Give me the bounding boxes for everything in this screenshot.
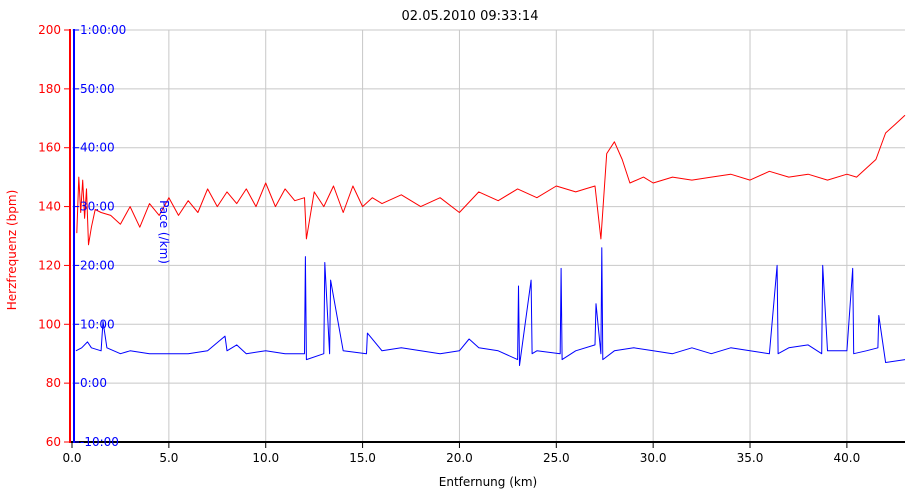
x-tick-label: 15.0 bbox=[349, 451, 376, 465]
left-tick-label: 140 bbox=[38, 200, 61, 214]
right-axis-label: Pace (/km) bbox=[157, 200, 171, 264]
x-axis-label: Entfernung (km) bbox=[439, 475, 537, 489]
right-tick-label: 1:00:00 bbox=[80, 23, 126, 37]
x-tick-label: 25.0 bbox=[543, 451, 570, 465]
x-tick-label: 30.0 bbox=[640, 451, 667, 465]
left-tick-labels: 60 80 100 120 140 160 180 200 bbox=[38, 23, 70, 449]
left-tick-label: 160 bbox=[38, 141, 61, 155]
right-tick-labels: -10:00 0:00 10:00 20:00 30:00 40:00 50:00 1:00:… bbox=[74, 23, 126, 449]
x-tick-labels: 0.0 5.0 10.0 15.0 20.0 25.0 30.0 35.0 40.0 bbox=[62, 442, 860, 465]
right-tick-label: 50:00 bbox=[80, 82, 115, 96]
x-tick-label: 35.0 bbox=[737, 451, 764, 465]
right-tick-label: -10:00 bbox=[80, 435, 119, 449]
chart-title: 02.05.2010 09:33:14 bbox=[402, 9, 539, 24]
left-tick-label: 180 bbox=[38, 82, 61, 96]
series-line bbox=[75, 247, 906, 366]
left-tick-label: 200 bbox=[38, 23, 61, 37]
left-tick-label: 80 bbox=[46, 376, 61, 390]
right-tick-label: 0:00 bbox=[80, 376, 107, 390]
left-tick-label: 100 bbox=[38, 317, 61, 331]
x-tick-label: 10.0 bbox=[252, 451, 279, 465]
x-tick-label: 5.0 bbox=[159, 451, 178, 465]
right-tick-label: 20:00 bbox=[80, 258, 115, 272]
left-axis-label: Herzfrequenz (bpm) bbox=[5, 190, 19, 311]
grid-lines bbox=[72, 29, 905, 443]
heart-rate-series bbox=[76, 114, 906, 246]
left-tick-label: 60 bbox=[46, 435, 61, 449]
pace-series bbox=[75, 247, 906, 366]
series-line bbox=[76, 114, 906, 246]
right-tick-label: 30:00 bbox=[80, 200, 115, 214]
x-tick-label: 20.0 bbox=[446, 451, 473, 465]
x-tick-label: 40.0 bbox=[834, 451, 861, 465]
axes bbox=[69, 29, 905, 443]
left-tick-label: 120 bbox=[38, 258, 61, 272]
right-tick-label: 10:00 bbox=[80, 317, 115, 331]
right-tick-label: 40:00 bbox=[80, 141, 115, 155]
x-tick-label: 0.0 bbox=[62, 451, 81, 465]
